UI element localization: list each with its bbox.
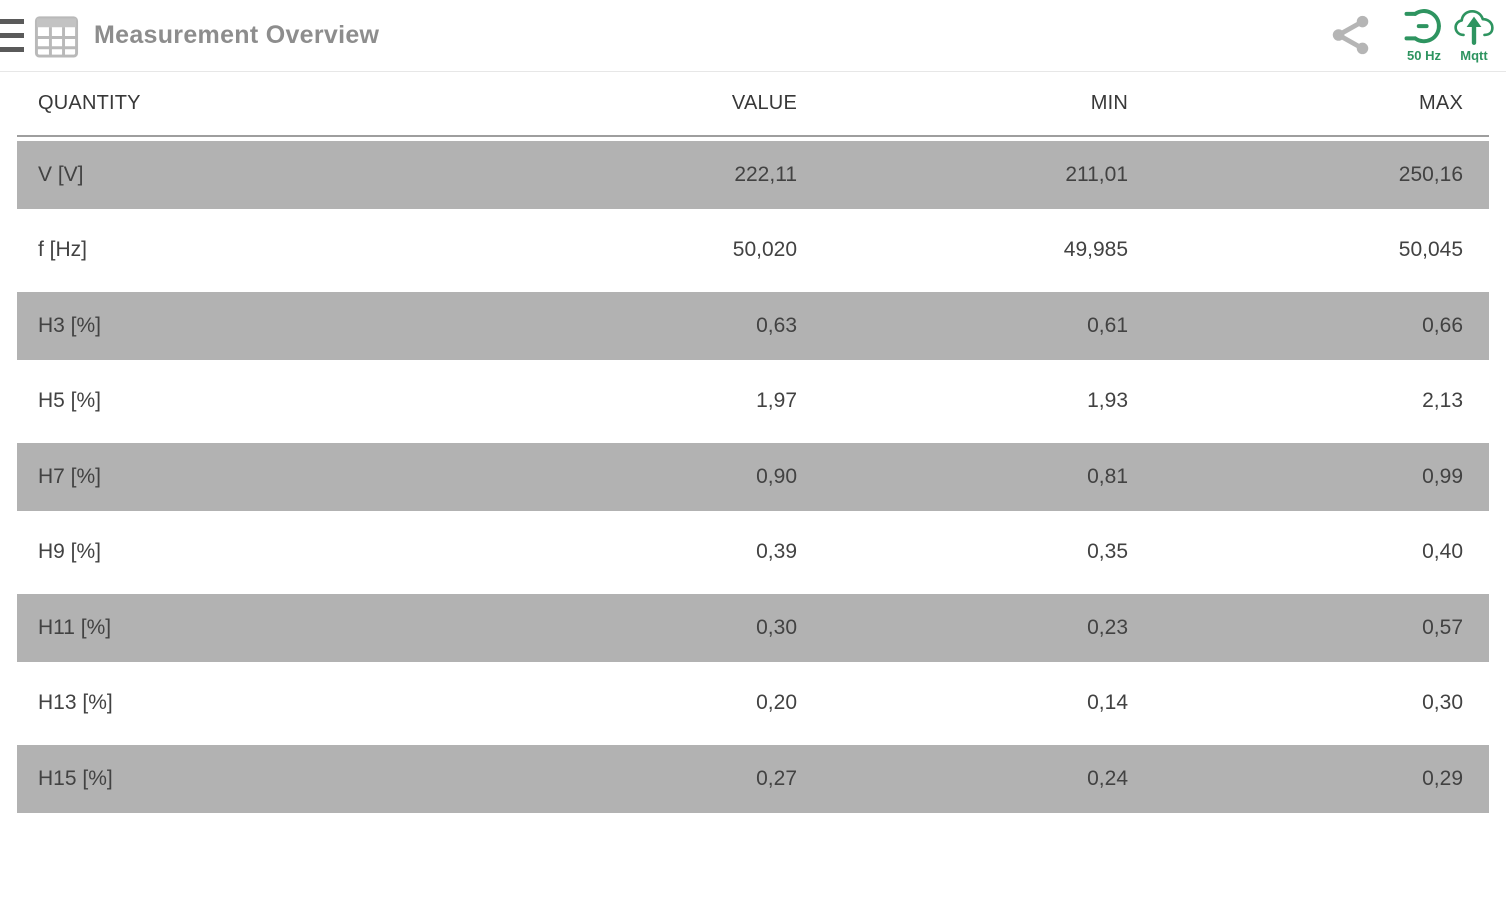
value-cell: 0,90 (756, 464, 797, 488)
table-row: H11 [%] 0,30 0,23 0,57 (17, 590, 1489, 666)
value-cell: 222,11 (734, 162, 797, 186)
min-cell: 0,23 (1087, 615, 1128, 639)
column-header-min: MIN (1090, 92, 1128, 114)
table-row: H7 [%] 0,90 0,81 0,99 (17, 439, 1489, 515)
table-row: H9 [%] 0,39 0,35 0,40 (17, 514, 1489, 590)
min-cell: 0,14 (1087, 691, 1128, 715)
table-row: H3 [%] 0,63 0,61 0,66 (17, 288, 1489, 364)
max-cell: 0,40 (1422, 540, 1463, 564)
max-cell: 50,045 (1398, 238, 1463, 262)
max-cell: 0,99 (1422, 464, 1463, 488)
value-cell: 0,30 (756, 615, 797, 639)
quantity-cell: f [Hz] (38, 238, 88, 262)
min-cell: 0,61 (1087, 313, 1128, 337)
mqtt-status-label: Mqtt (1460, 48, 1488, 63)
table-grid-icon (33, 12, 80, 60)
max-cell: 0,57 (1422, 615, 1463, 639)
table-row: f [Hz] 50,020 49,985 50,045 (17, 212, 1489, 288)
min-cell: 0,24 (1087, 766, 1128, 790)
table-row: H5 [%] 1,97 1,93 2,13 (17, 363, 1489, 439)
current-clamp-icon (1404, 9, 1441, 44)
quantity-cell: H9 [%] (38, 540, 102, 564)
quantity-cell: H5 [%] (38, 389, 102, 413)
max-cell: 2,13 (1422, 389, 1463, 413)
table-row: H13 [%] 0,20 0,14 0,30 (17, 665, 1489, 741)
column-header-max: MAX (1419, 92, 1463, 114)
quantity-cell: H13 [%] (38, 691, 113, 715)
min-cell: 211,01 (1065, 162, 1128, 186)
quantity-cell: H7 [%] (38, 464, 102, 488)
appbar-actions: 50 Hz Mqtt (1328, 0, 1506, 71)
quantity-cell: H11 [%] (38, 615, 112, 639)
mqtt-status-button[interactable]: Mqtt (1452, 6, 1496, 63)
quantity-cell: H3 [%] (38, 313, 102, 337)
max-cell: 0,30 (1422, 691, 1463, 715)
table-row: H15 [%] 0,27 0,24 0,29 (17, 741, 1489, 817)
min-cell: 1,93 (1087, 389, 1128, 413)
value-cell: 0,63 (756, 313, 797, 337)
value-cell: 1,97 (756, 389, 797, 413)
table-body: V [V] 222,11 211,01 250,16 f [Hz] 50,020… (17, 137, 1489, 817)
min-cell: 49,985 (1063, 238, 1128, 262)
min-cell: 0,81 (1087, 464, 1128, 488)
cloud-upload-icon (1454, 9, 1494, 45)
frequency-status-label: 50 Hz (1407, 48, 1441, 63)
value-cell: 0,20 (756, 691, 797, 715)
value-cell: 0,39 (756, 540, 797, 564)
share-button[interactable] (1328, 12, 1374, 58)
value-cell: 50,020 (732, 238, 797, 262)
quantity-cell: V [V] (38, 162, 84, 186)
table-header-row: QUANTITY VALUE MIN MAX (17, 72, 1489, 137)
max-cell: 0,66 (1422, 313, 1463, 337)
min-cell: 0,35 (1087, 540, 1128, 564)
share-icon (1332, 15, 1369, 55)
app-bar: Measurement Overview (0, 0, 1506, 72)
column-header-quantity: QUANTITY (38, 92, 141, 114)
hamburger-menu-button[interactable] (0, 16, 26, 56)
quantity-cell: H15 [%] (38, 766, 113, 790)
frequency-status-button[interactable]: 50 Hz (1402, 6, 1446, 63)
page-title: Measurement Overview (94, 21, 380, 49)
value-cell: 0,27 (756, 766, 797, 790)
measurement-table: QUANTITY VALUE MIN MAX V [V] 222,11 211,… (17, 72, 1489, 817)
max-cell: 0,29 (1422, 766, 1463, 790)
hamburger-icon (0, 19, 24, 24)
max-cell: 250,16 (1398, 162, 1463, 186)
table-row: V [V] 222,11 211,01 250,16 (17, 137, 1489, 213)
column-header-value: VALUE (731, 92, 797, 114)
